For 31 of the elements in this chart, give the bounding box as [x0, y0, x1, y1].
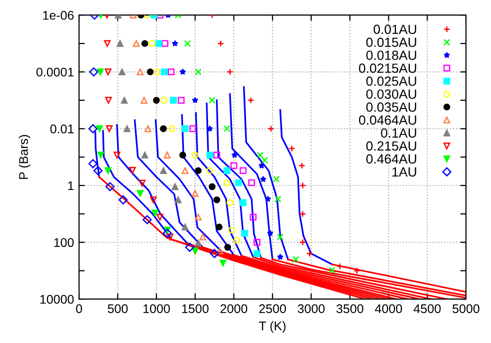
legend-label: 0.215AU — [366, 141, 416, 151]
legend-label: 0.015AU — [366, 38, 416, 47]
legend-label: 1AU — [392, 167, 416, 177]
legend-label: 0.025AU — [366, 76, 416, 86]
x-tick-label: 5000 — [452, 304, 480, 314]
legend-label: 0.0464AU — [358, 115, 416, 125]
legend-label: 0.464AU — [366, 154, 416, 164]
y-tick-label: 10000 — [40, 294, 74, 304]
legend-label: 0.018AU — [366, 50, 416, 60]
y-tick-label: 0.01 — [50, 124, 74, 134]
y-axis-title: P (Bars) — [18, 135, 30, 179]
y-tick-label: 100 — [54, 238, 74, 247]
x-tick-label: 500 — [108, 304, 128, 314]
legend-label: 0.030AU — [366, 89, 416, 99]
x-tick-label: 1000 — [143, 304, 170, 314]
legend-label: 0.035AU — [366, 102, 416, 112]
x-tick-label: 0 — [76, 304, 82, 314]
x-tick-label: 2000 — [220, 304, 248, 314]
x-tick-label: 3500 — [336, 304, 364, 314]
legend-label: 0.0215AU — [358, 64, 416, 73]
y-tick-label: 0.0001 — [36, 68, 74, 77]
x-tick-label: 3000 — [298, 304, 325, 314]
x-tick-label: 4500 — [414, 304, 441, 314]
y-tick-label: 1e-06 — [43, 10, 74, 20]
y-tick-label: 1 — [68, 181, 74, 190]
legend-label: 0.1AU — [380, 128, 416, 138]
x-axis-title: T (K) — [259, 321, 286, 333]
legend-label: 0.01AU — [374, 24, 416, 34]
x-tick-label: 1500 — [182, 304, 209, 314]
x-tick-label: 4000 — [374, 304, 402, 314]
x-tick-label: 2500 — [259, 304, 286, 314]
